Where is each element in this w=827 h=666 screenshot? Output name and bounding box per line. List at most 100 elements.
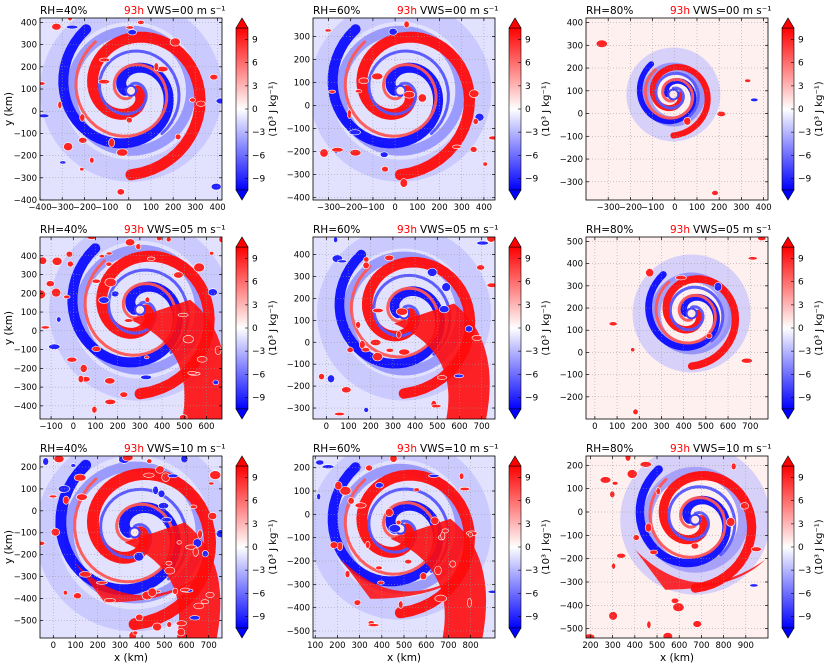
x-tick-label: 400 (134, 641, 150, 651)
panel-3: −300−200−100 0 100 200 300 400−300−200−100010… (560, 5, 825, 213)
grid (586, 237, 768, 419)
y-tick-label: 200 (567, 461, 583, 471)
colorbar-tick-label: −3 (252, 566, 265, 576)
y-tick-label: 200 (567, 64, 583, 74)
y-tick-label: −100 (14, 346, 37, 356)
y-tick-label: −200 (287, 557, 310, 567)
x-tick-label: 300 (733, 203, 749, 213)
colorbar-tick-label: 6 (252, 497, 258, 507)
x-tick-label: 400 (209, 203, 225, 213)
x-tick-label: −100 (641, 203, 664, 213)
colorbar-label: (10³ J kg⁻¹) (268, 519, 279, 574)
plot-frame (585, 236, 769, 420)
colorbar-label: (10³ J kg⁻¹) (814, 300, 825, 355)
colorbar-tick-label: 3 (798, 520, 804, 530)
y-tick-label: 0 (305, 338, 310, 348)
panel-title-time: 93h (670, 224, 690, 236)
panel-title-time: 93h (397, 443, 417, 455)
x-tick-label: 600 (720, 422, 736, 432)
colorbar-tick-label: 6 (798, 59, 804, 69)
colorbar-tick-label: 0 (525, 105, 531, 115)
panel-title-rh: RH=40% (40, 224, 87, 236)
colorbar: 9 6 3 0 −3 −6 −9 (10³ J kg⁻¹) (781, 236, 825, 420)
y-tick-label: 100 (21, 308, 37, 318)
y-tick-label: −300 (560, 578, 583, 588)
grid (39, 18, 222, 201)
y-tick-label: 100 (294, 487, 310, 497)
x-tick-label: 600 (418, 641, 434, 651)
plot-frame (39, 236, 223, 420)
colorbar-tick-label: −9 (798, 174, 812, 184)
y-tick-label: −300 (287, 171, 310, 181)
y-tick-label: 300 (567, 282, 583, 292)
x-tick-label: 600 (198, 422, 214, 432)
y-tick-label: −200 (560, 155, 583, 165)
colorbar-tick-label: 0 (798, 324, 804, 334)
x-tick-label: −200 (619, 203, 642, 213)
y-tick-label: 200 (294, 294, 310, 304)
panel-title-time: 93h (124, 5, 144, 17)
x-tick-label: −100 (39, 422, 62, 432)
y-tick-label: −200 (14, 152, 37, 162)
x-tick-label: 200 (711, 203, 727, 213)
x-tick-label: 200 (582, 641, 598, 651)
colorbar-tick-label: 9 (252, 255, 258, 265)
y-tick-label: −300 (560, 178, 583, 188)
colorbar-label: (10³ J kg⁻¹) (268, 81, 279, 136)
plot-frame (585, 455, 769, 639)
colorbar-tick-label: −6 (798, 151, 812, 161)
y-axis-label: y (km) (3, 311, 15, 345)
colorbar: 9 6 3 0 −3 −6 −9 (10³ J kg⁻¹) (235, 17, 279, 201)
grid (586, 18, 768, 200)
colorbar-tick-label: −6 (252, 151, 266, 161)
x-tick-label: 400 (627, 641, 643, 651)
anomaly-field (40, 18, 222, 196)
colorbar-tick-label: −3 (525, 128, 538, 138)
y-tick-label: 200 (21, 63, 37, 73)
grid (313, 18, 495, 200)
y-tick-label: −200 (287, 382, 310, 392)
y-tick-label: 100 (21, 485, 37, 495)
panel-title-vws: VWS=00 m s⁻¹ (693, 5, 772, 17)
colorbar-tick-label: −3 (252, 128, 265, 138)
colorbar-tick-label: 3 (252, 82, 258, 92)
colorbar-tick-label: 0 (252, 105, 258, 115)
x-axis-label: x (km) (387, 652, 421, 664)
x-tick-label: 400 (154, 422, 170, 432)
colorbar-tick-label: 3 (252, 520, 258, 530)
panel-title-rh: RH=60% (313, 5, 360, 17)
plot-frame (585, 17, 769, 201)
colorbar-tick-label: −6 (252, 370, 266, 380)
colorbar-tick-label: 0 (525, 324, 531, 334)
anomaly-field (313, 456, 495, 638)
x-axis-label: x (km) (660, 652, 694, 664)
x-tick-label: 0 (126, 203, 131, 213)
y-tick-label: −200 (287, 148, 310, 158)
colorbar-tick-label: −3 (252, 347, 265, 357)
x-tick-label: 0 (672, 203, 677, 213)
panel-title-vws: VWS=05 m s⁻¹ (420, 224, 499, 236)
x-tick-label: 0 (592, 422, 597, 432)
x-tick-label: 500 (396, 641, 412, 651)
panel-6: 0 100 200 300 400 500 600 700 −200 −100 0 100 200 300… (560, 224, 825, 432)
colorbar: 9 6 3 0 −3 −6 −9 (10³ J kg⁻¹) (235, 455, 279, 639)
x-tick-label: 0 (392, 203, 397, 213)
x-tick-label: 700 (474, 422, 490, 432)
colorbar-tick-label: 0 (252, 324, 258, 334)
panel-title-vws: VWS=10 m s⁻¹ (693, 443, 772, 455)
panel-title-time: 93h (397, 224, 417, 236)
colorbar-tick-label: 9 (252, 474, 258, 484)
x-tick-label: 400 (755, 203, 771, 213)
grid (40, 456, 222, 638)
panel-title-time: 93h (124, 224, 144, 236)
x-tick-label: 200 (431, 203, 447, 213)
x-tick-label: 0 (71, 422, 76, 432)
panel-9: 200 300 400 500 600 700 800 900−500−400−300−200… (560, 443, 825, 664)
x-tick-label: 500 (698, 422, 714, 432)
colorbar-tick-label: 3 (525, 82, 531, 92)
y-tick-label: 0 (32, 507, 37, 517)
panel-title-rh: RH=80% (586, 443, 633, 455)
colorbar-tick-label: −9 (798, 612, 812, 622)
x-tick-label: 400 (407, 422, 423, 432)
x-tick-label: 500 (429, 422, 445, 432)
